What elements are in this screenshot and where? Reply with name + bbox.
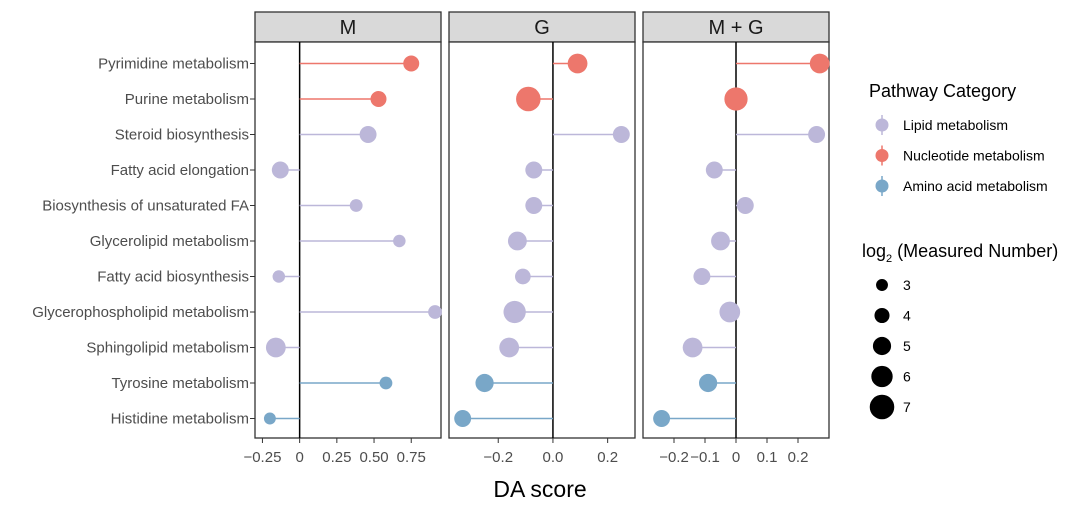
- legend-key-point: [875, 118, 889, 132]
- legend-size-title-main: log: [862, 241, 886, 261]
- lollipop-point: [516, 86, 541, 112]
- category-labels: Pyrimidine metabolism Purine metabolism St…: [32, 56, 255, 428]
- facet-strip-label: M: [340, 17, 357, 39]
- category-label: Sphingolipid metabolism: [86, 340, 249, 357]
- lollipop-point: [370, 91, 387, 107]
- lollipop-point: [271, 161, 289, 179]
- lollipop-point: [705, 161, 723, 179]
- legend: Pathway Category Lipid metabolism Nucleoti…: [862, 81, 1058, 420]
- x-tick-label: −0.2: [483, 449, 513, 466]
- x-tick-label: 0.1: [757, 449, 778, 466]
- x-tick-label: 0: [732, 449, 740, 466]
- lollipop-point: [525, 161, 543, 179]
- facet-strip-label: G: [534, 17, 550, 39]
- lollipop-point: [525, 197, 543, 214]
- category-label: Fatty acid elongation: [111, 162, 249, 179]
- lollipop-point: [503, 300, 526, 324]
- lollipop-point: [359, 126, 377, 143]
- lollipop-point: [507, 231, 527, 251]
- legend-color-label: Lipid metabolism: [903, 117, 1008, 133]
- x-tick-label: −0.1: [690, 449, 720, 466]
- x-axis-title: DA score: [493, 476, 586, 502]
- facet-panel: G −0.2 0.0 0.2: [448, 11, 636, 466]
- lollipop-point: [808, 126, 826, 143]
- facet-plot-area: [448, 41, 636, 439]
- lollipop-point: [379, 376, 393, 390]
- category-label: Histidine metabolism: [111, 411, 249, 428]
- legend-size-key: [872, 336, 892, 356]
- legend-size-key: [876, 279, 888, 291]
- category-label: Steroid biosynthesis: [115, 127, 249, 144]
- lollipop-point: [612, 126, 630, 143]
- legend-size-label: 6: [903, 369, 911, 385]
- lollipop-point: [349, 199, 363, 212]
- lollipop-point: [711, 231, 730, 251]
- category-label: Tyrosine metabolism: [111, 375, 249, 392]
- x-tick-label: 0.50: [359, 449, 388, 466]
- x-tick-label: 0: [295, 449, 303, 466]
- lollipop-point: [724, 87, 748, 111]
- lollipop-point: [736, 197, 754, 214]
- legend-color-label: Nucleotide metabolism: [903, 148, 1045, 164]
- legend-size-title-rest: (Measured Number): [892, 241, 1058, 261]
- x-tick-label: 0.2: [788, 449, 809, 466]
- legend-size-label: 3: [903, 277, 911, 293]
- x-tick-label: 0.25: [322, 449, 351, 466]
- facet-plot-area: [254, 41, 442, 439]
- category-label: Glycerolipid metabolism: [90, 233, 249, 250]
- legend-color-label: Amino acid metabolism: [903, 178, 1048, 194]
- legend-key-point: [875, 149, 889, 162]
- lollipop-point: [699, 373, 718, 393]
- facet-panel: M + G −0.2 −0.1 0 0.1 0.2: [642, 11, 830, 466]
- legend-size-key: [874, 307, 890, 324]
- lollipop-point: [809, 53, 830, 74]
- lollipop-point: [454, 410, 472, 427]
- legend-color-title: Pathway Category: [869, 81, 1016, 101]
- category-label: Purine metabolism: [125, 91, 249, 108]
- legend-size-label: 5: [903, 338, 911, 354]
- legend-size-key: [869, 394, 895, 420]
- facet-strip-label: M + G: [708, 17, 763, 39]
- lollipop-point: [428, 305, 442, 319]
- lollipop-point: [265, 337, 286, 358]
- lollipop-point: [682, 337, 703, 358]
- lollipop-point: [499, 337, 520, 358]
- lollipop-point: [719, 301, 741, 323]
- lollipop-point: [393, 234, 406, 248]
- lollipop-point: [403, 55, 420, 72]
- lollipop-point: [515, 268, 531, 285]
- category-label: Biosynthesis of unsaturated FA: [42, 198, 249, 215]
- legend-size-title-subscript: 2: [886, 253, 892, 265]
- x-tick-label: 0.0: [543, 449, 564, 466]
- legend-size-key: [871, 365, 893, 388]
- facet-panel: M −0.25 0 0.25 0.50 0.75: [243, 11, 442, 466]
- lollipop-point: [567, 53, 588, 74]
- legend-size-title: log2 (Measured Number): [862, 241, 1058, 265]
- lollipop-point: [272, 270, 286, 283]
- legend-key-point: [875, 179, 889, 193]
- category-label: Fatty acid biosynthesis: [97, 269, 249, 286]
- lollipop-point: [475, 373, 494, 393]
- category-label: Glycerophospholipid metabolism: [32, 304, 249, 321]
- x-tick-label: 0.75: [397, 449, 426, 466]
- lollipop-point: [653, 410, 671, 427]
- category-label: Pyrimidine metabolism: [98, 56, 249, 73]
- lollipop-point: [693, 268, 711, 285]
- x-tick-label: −0.25: [243, 449, 281, 466]
- facet-panels: M−0.25 0 0.25 0.50 0.75G−0.2 0.0 0.2M + G−0.2−…: [243, 11, 830, 466]
- x-tick-label: 0.2: [597, 449, 618, 466]
- x-tick-label: −0.2: [659, 449, 689, 466]
- legend-size-label: 7: [903, 399, 911, 415]
- lollipop-point: [263, 412, 276, 425]
- legend-size-label: 4: [903, 308, 911, 324]
- facet-strip: [254, 11, 442, 43]
